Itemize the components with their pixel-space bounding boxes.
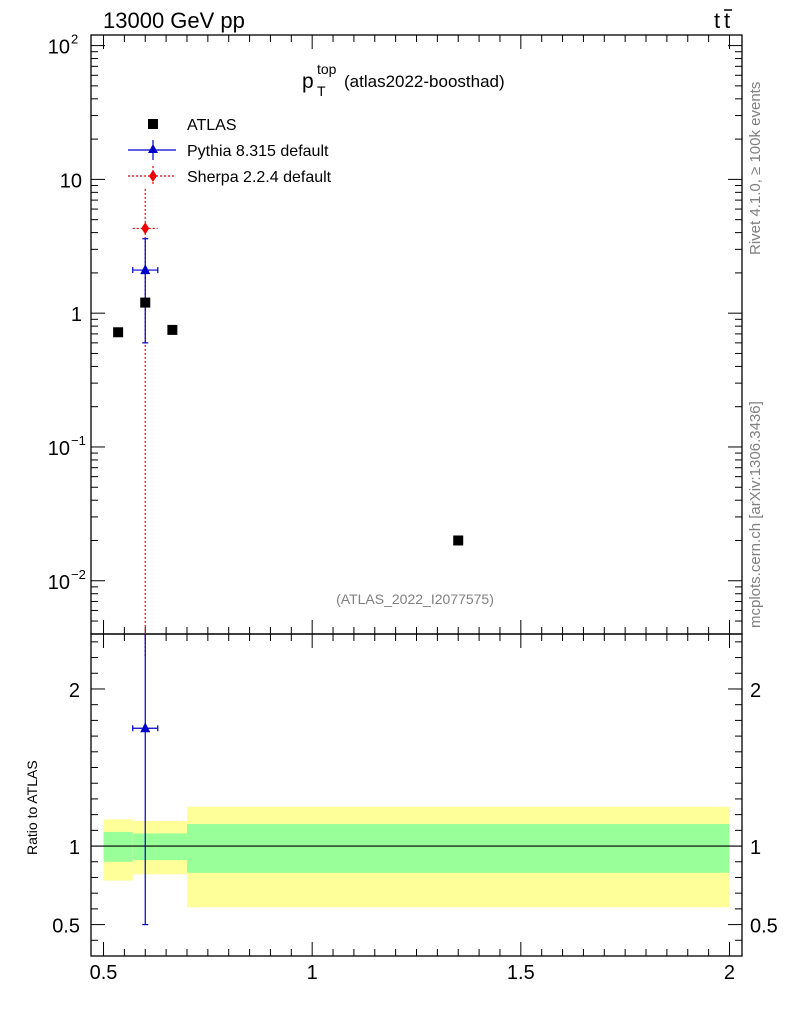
main-ytick-label-base: 10	[48, 572, 70, 594]
title-sup: top	[317, 61, 337, 77]
legend-marker-pythia	[148, 144, 158, 153]
xtick-label: 1.5	[507, 962, 535, 984]
ratio-ytick-label-right: 0.5	[750, 916, 778, 938]
analysis-watermark: (ATLAS_2022_I2077575)	[336, 591, 494, 607]
process-t: t	[714, 8, 720, 33]
ratio-ytick-label-left: 2	[69, 680, 80, 702]
xtick-label: 1	[307, 962, 318, 984]
legend-label-pythia: Pythia 8.315 default	[187, 143, 329, 160]
atlas-point-2	[167, 324, 178, 335]
ratio-bands	[91, 806, 742, 908]
energy-label: 13000 GeV pp	[103, 8, 245, 33]
main-ytick-label: 1	[71, 304, 82, 326]
ratio-panel-frame	[90, 633, 743, 957]
legend: ATLAS Pythia 8.315 default Sherpa 2.2.4 …	[128, 117, 332, 186]
legend-label-atlas: ATLAS	[187, 117, 237, 134]
xtick-label: 0.5	[90, 962, 118, 984]
sherpa-point	[141, 222, 150, 235]
axis-ticks	[91, 35, 742, 956]
main-ytick-label-exp: −1	[71, 433, 86, 448]
main-ytick-label-exp: −2	[71, 567, 86, 582]
atlas-point-3	[453, 535, 464, 546]
legend-marker-atlas	[148, 119, 158, 129]
ratio-ytick-label-right: 2	[750, 680, 761, 702]
ratio-ylabel: Ratio to ATLAS	[24, 760, 40, 855]
rivet-side-label: Rivet 4.1.0, ≥ 100k events	[747, 82, 764, 255]
title-suffix: (atlas2022-boosthad)	[344, 72, 505, 91]
legend-entry-atlas: ATLAS	[148, 117, 237, 134]
ratio-ytick-label-right: 1	[750, 837, 761, 859]
main-ytick-label-base: 10	[48, 438, 70, 460]
ratio-ytick-label-left: 1	[69, 837, 80, 859]
process-tbar: t	[724, 8, 730, 33]
plot-title: p top T (atlas2022-boosthad)	[302, 61, 505, 99]
xtick-label: 2	[724, 962, 735, 984]
main-ytick-label-base: 10	[48, 37, 70, 59]
title-sub: T	[317, 83, 326, 99]
ratio-band-inner-2	[186, 824, 730, 873]
mcplots-side-label: mcplots.cern.ch [arXiv:1306.3436]	[747, 401, 764, 628]
legend-entry-sherpa: Sherpa 2.2.4 default	[128, 166, 332, 186]
ratio-band-inner-1	[132, 833, 187, 861]
data-marks	[113, 188, 464, 926]
atlas-point-1	[140, 297, 151, 308]
main-ytick-label: 10	[60, 170, 82, 192]
ratio-band-inner-0	[103, 831, 133, 862]
ratio-pythia-point	[140, 722, 151, 733]
atlas-point-0	[113, 327, 124, 338]
legend-marker-sherpa	[149, 170, 157, 182]
process-label: t t	[714, 8, 732, 33]
pythia-point	[140, 264, 151, 275]
legend-label-sherpa: Sherpa 2.2.4 default	[187, 169, 332, 186]
main-ytick-label-exp: 2	[71, 32, 78, 47]
legend-entry-pythia: Pythia 8.315 default	[128, 140, 329, 160]
title-p: p	[302, 70, 314, 93]
ratio-ytick-label-left: 0.5	[52, 916, 80, 938]
